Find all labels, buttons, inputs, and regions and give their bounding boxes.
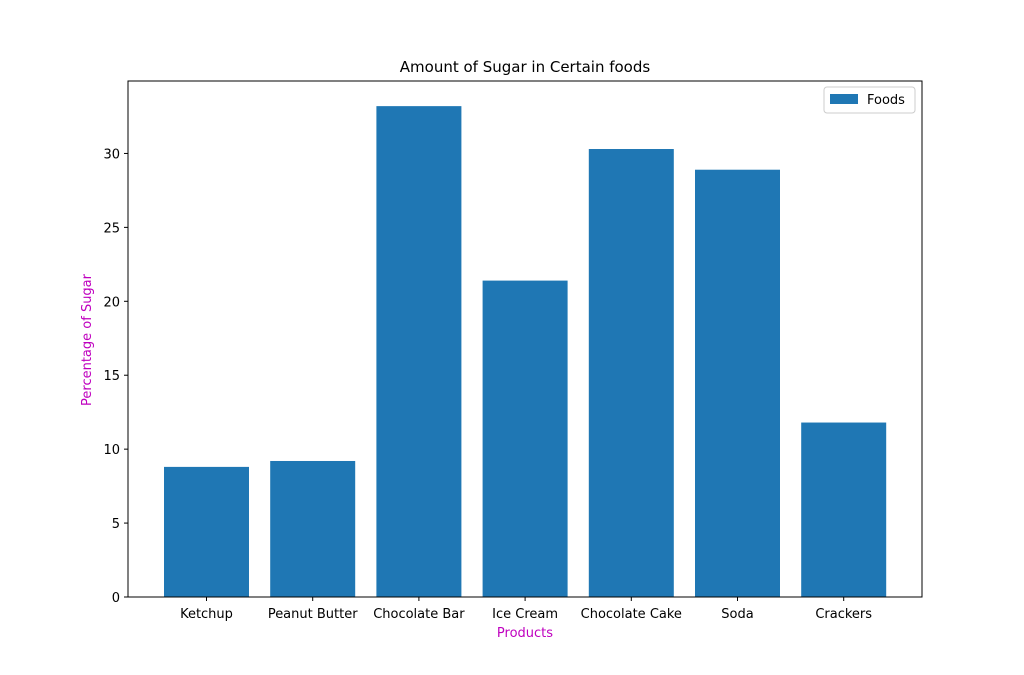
bars-layer <box>164 106 887 597</box>
x-tick-label: Soda <box>721 607 753 622</box>
legend-label: Foods <box>867 93 905 108</box>
y-axis-label: Percentage of Sugar <box>80 273 95 406</box>
bar-chocolate-bar <box>376 106 462 597</box>
y-tick-label: 0 <box>112 591 120 606</box>
bar-crackers <box>801 422 887 597</box>
x-tick-label: Ice Cream <box>492 607 558 622</box>
x-tick-label: Peanut Butter <box>268 607 358 622</box>
x-tick-label: Ketchup <box>180 607 233 622</box>
chart-title: Amount of Sugar in Certain foods <box>400 58 651 76</box>
bar-chocolate-cake <box>588 149 674 597</box>
bar-ice-cream <box>482 280 568 597</box>
x-tick-label: Chocolate Bar <box>373 607 465 622</box>
y-tick-label: 30 <box>103 147 120 162</box>
x-tick-label: Crackers <box>815 607 872 622</box>
y-tick-label: 5 <box>112 517 120 532</box>
axes-frame <box>127 80 923 598</box>
x-ticks: Ketchup Peanut Butter Chocolate Bar Ice Cre… <box>180 597 872 622</box>
legend: Foods <box>823 86 916 114</box>
legend-swatch <box>830 94 858 104</box>
x-tick-label: Chocolate Cake <box>581 607 682 622</box>
x-axis-label: Products <box>497 626 553 641</box>
bar-ketchup <box>164 466 249 597</box>
y-tick-label: 15 <box>103 369 120 384</box>
y-tick-label: 10 <box>103 443 120 458</box>
legend-box <box>823 86 916 114</box>
y-tick-label: 20 <box>103 295 120 310</box>
y-ticks: 0 5 10 15 20 25 30 <box>103 147 128 606</box>
bar-peanut-butter <box>270 460 356 597</box>
y-tick-label: 25 <box>103 221 120 236</box>
bar-soda <box>695 169 780 597</box>
